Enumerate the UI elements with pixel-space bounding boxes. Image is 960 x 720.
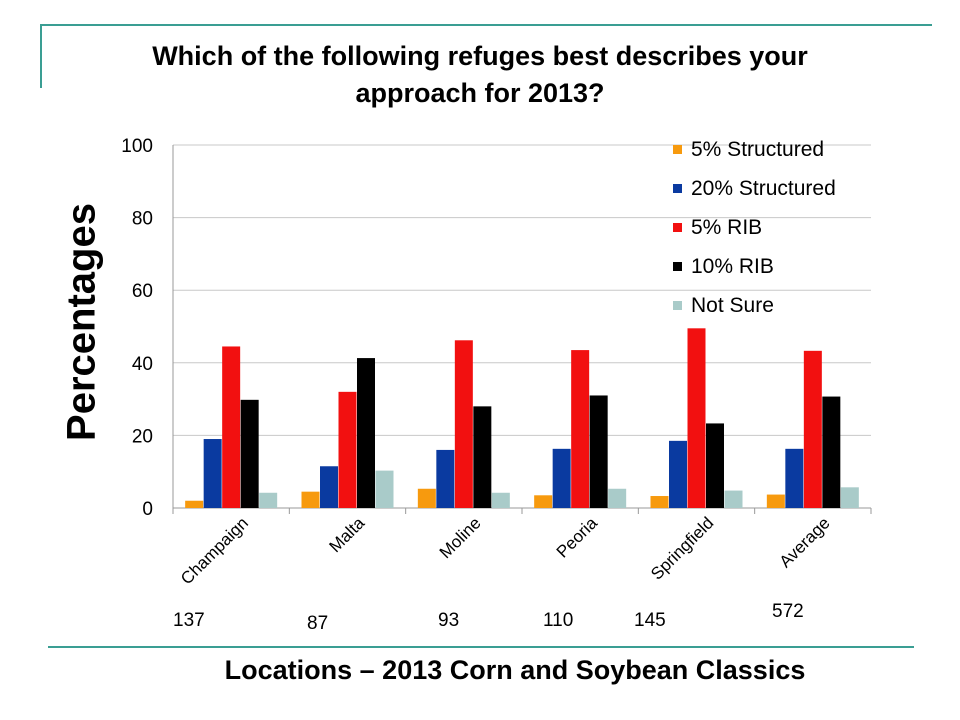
bar-springfield-5pct-structured [650,496,669,508]
count-champaign: 137 [173,610,205,631]
top-rule-vertical [40,24,42,88]
x-tick-label-moline: Moline [436,513,485,562]
legend-swatch-10pct-rib [673,262,682,271]
bar-peoria-not-sure [608,488,627,508]
bar-peoria-5pct-structured [534,495,553,508]
top-rule-horizontal [40,24,932,26]
bar-moline-5pct-structured [417,488,436,508]
bar-malta-20pct-structured [320,466,338,508]
bar-champaign-not-sure [259,492,278,508]
bar-average-not-sure [840,487,859,508]
y-tick-label-40: 40 [132,354,153,375]
y-tick-label-60: 60 [132,281,153,302]
legend-swatch-20pct-structured [673,184,682,193]
x-tick-label-champaign: Champaign [177,513,252,588]
bar-peoria-5pct-rib [571,350,590,508]
bar-springfield-10pct-rib [706,423,724,508]
title-line-2: approach for 2013? [355,78,605,108]
count-springfield: 145 [634,610,666,631]
bar-average-10pct-rib [822,396,841,508]
bar-champaign-5pct-structured [185,500,204,508]
count-average: 572 [772,601,804,622]
bar-malta-5pct-structured [301,491,320,508]
count-moline: 93 [438,610,460,631]
count-peoria: 110 [543,610,574,631]
title-line-1: Which of the following refuges best desc… [152,41,808,71]
bar-average-5pct-rib [803,350,822,508]
legend-label-5pct-structured: 5% Structured [691,138,824,161]
x-tick-label-malta: Malta [325,513,368,556]
bar-peoria-20pct-structured [552,448,571,508]
legend-swatch-5pct-rib [673,223,682,232]
bottom-rule [48,646,914,648]
legend-label-10pct-rib: 10% RIB [691,255,774,278]
legend-swatch-not-sure [673,301,682,310]
bar-champaign-20pct-structured [203,439,222,508]
y-tick-label-20: 20 [132,426,153,447]
x-axis-label: Locations – 2013 Corn and Soybean Classi… [224,655,806,685]
bar-springfield-5pct-rib [687,328,706,508]
bar-moline-10pct-rib [473,406,492,508]
y-tick-label-0: 0 [142,499,153,520]
count-malta: 87 [307,613,329,634]
bar-average-5pct-structured [766,494,785,508]
legend-label-5pct-rib: 5% RIB [691,216,762,239]
bar-springfield-20pct-structured [669,440,687,508]
legend-label-20pct-structured: 20% Structured [691,177,836,200]
bar-moline-not-sure [491,492,510,508]
x-tick-label-springfield: Springfield [647,513,717,583]
y-tick-label-100: 100 [121,136,153,157]
bar-champaign-10pct-rib [240,399,259,508]
x-tick-label-peoria: Peoria [553,513,602,562]
x-tick-label-average: Average [776,513,834,571]
slide-title: Which of the following refuges best desc… [80,38,880,112]
bar-malta-5pct-rib [338,391,357,508]
bar-average-20pct-structured [785,448,804,508]
legend-label-not-sure: Not Sure [691,294,774,317]
y-tick-label-80: 80 [132,209,153,230]
bar-moline-5pct-rib [454,340,473,508]
bar-malta-not-sure [375,470,394,508]
bar-champaign-5pct-rib [222,346,241,508]
bar-moline-20pct-structured [436,449,455,508]
bar-springfield-not-sure [724,490,743,508]
bar-malta-10pct-rib [357,358,375,508]
legend-swatch-5pct-structured [673,145,682,154]
bar-peoria-10pct-rib [589,395,608,508]
